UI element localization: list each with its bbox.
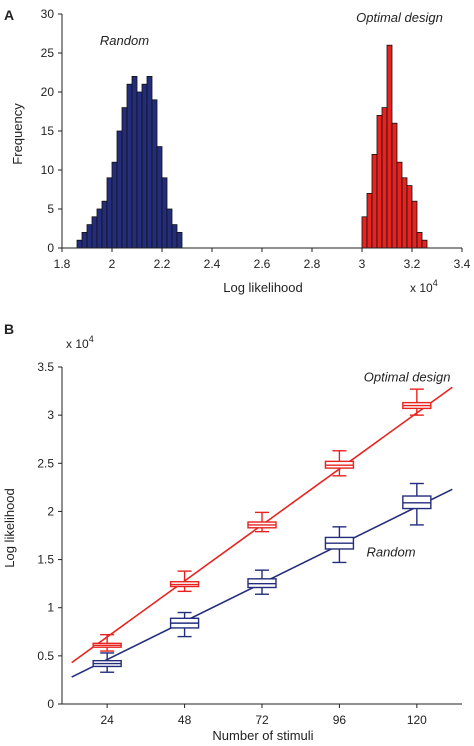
histogram-bar-random <box>81 231 88 249</box>
box-random-24 <box>92 652 122 673</box>
histogram-bar-random <box>91 216 98 249</box>
panel-a-x-multiplier-base: x 10 <box>410 281 433 295</box>
panel-a-y-tick-label: 0 <box>47 241 54 255</box>
panel-a-y-tick-label: 30 <box>41 7 55 21</box>
panel-a-x-tick-label: 2 <box>109 257 116 271</box>
histogram-bar-optimal <box>391 122 398 249</box>
panel-b-annotation: Random <box>366 545 415 560</box>
histogram-bar-random <box>131 76 138 249</box>
panel-b-y-axis-label: Log likelihood <box>2 488 17 568</box>
panel-b-y-tick-label: 3.5 <box>37 360 54 374</box>
histogram-bar-optimal <box>381 107 388 249</box>
panel-b-y-tick-label: 2 <box>47 504 54 518</box>
panel-a-x-axis-label: Log likelihood <box>223 280 303 295</box>
histogram-bar-random <box>126 83 133 249</box>
histogram-bar-random <box>111 161 118 249</box>
histogram-bar-random <box>166 208 173 249</box>
panel-a-x-tick-label: 2.8 <box>304 257 321 271</box>
box-random-48 <box>169 611 200 638</box>
panel-b-label: B <box>4 321 14 337</box>
panel-b-y-multiplier-exponent: 4 <box>89 334 94 344</box>
panel-b-x-tick-label: 72 <box>255 713 269 727</box>
panel-b-y-tick-label: 2.5 <box>37 456 54 470</box>
panel-a-y-tick-label: 15 <box>41 124 55 138</box>
panel-a-histogram: A 1.8 2 2.2 2.4 2.6 2.8 3 3.2 3.4 0 5 10 15 20 25 30 Lo… <box>4 7 471 295</box>
histogram-bar-optimal <box>416 231 423 249</box>
histogram-bar-optimal <box>386 44 393 249</box>
histogram-bar-optimal <box>396 161 403 249</box>
box-random-120 <box>402 482 432 526</box>
panel-b-y-tick-label: 1 <box>47 601 54 615</box>
panel-a-x-tick-label: 3.2 <box>404 257 421 271</box>
panel-b-y-multiplier: x 104 <box>66 334 94 351</box>
panel-a-y-tick-label: 5 <box>47 202 54 216</box>
box-random-96 <box>324 526 355 564</box>
histogram-bar-random <box>151 99 158 249</box>
panel-a-axes: 1.8 2 2.2 2.4 2.6 2.8 3 3.2 3.4 0 5 10 15 20 25 30 <box>41 7 471 271</box>
panel-b-axes: 24 48 72 96 120 0 0.5 1 1.5 2 2.5 3 3.5 <box>37 360 462 727</box>
histogram-bar-random <box>146 76 153 249</box>
histogram-bar-random <box>76 239 83 249</box>
box-optimal-72 <box>247 511 277 533</box>
panel-b-y-tick-label: 1.5 <box>37 553 54 567</box>
box-optimal-96 <box>324 450 355 477</box>
panel-a-annotation: Optimal design <box>356 10 443 25</box>
panel-a-x-multiplier: x 104 <box>410 278 438 295</box>
panel-a-y-tick-label: 25 <box>41 46 55 60</box>
panel-a-x-tick-label: 1.8 <box>54 257 71 271</box>
panel-b-x-tick-label: 120 <box>407 713 427 727</box>
panel-a-annotations: Random Optimal design <box>100 10 443 48</box>
histogram-bar-random <box>156 146 163 249</box>
panel-a-annotation: Random <box>100 33 149 48</box>
histogram-bar-random <box>101 200 108 249</box>
panel-a-x-tick-label: 3 <box>359 257 366 271</box>
panel-b-x-tick-label: 24 <box>100 713 114 727</box>
histogram-bars <box>76 44 428 249</box>
panel-b-boxplot: B 24 48 72 96 120 0 0.5 1 1.5 2 2.5 3 3.5 Number of … <box>2 321 462 743</box>
panel-a-x-tick-label: 2.4 <box>204 257 221 271</box>
panel-a-x-tick-label: 2.6 <box>254 257 271 271</box>
histogram-bar-optimal <box>411 200 418 249</box>
box-plots <box>92 388 432 673</box>
histogram-bar-random <box>86 224 93 249</box>
panel-a-y-tick-label: 10 <box>41 163 55 177</box>
histogram-bar-random <box>106 177 113 249</box>
panel-b-y-tick-label: 0.5 <box>37 649 54 663</box>
box-optimal-120 <box>402 388 432 416</box>
histogram-bar-optimal <box>361 216 368 249</box>
panel-b-y-tick-label: 3 <box>47 408 54 422</box>
panel-a-y-axis-label: Frequency <box>10 103 25 165</box>
histogram-bar-random <box>96 208 103 249</box>
histogram-bar-random <box>176 231 183 249</box>
panel-a-y-tick-label: 20 <box>41 85 55 99</box>
panel-b-y-multiplier-base: x 10 <box>66 337 89 351</box>
histogram-bar-optimal <box>421 239 428 249</box>
panel-b-y-tick-label: 0 <box>47 697 54 711</box>
panel-a-label: A <box>4 7 14 23</box>
histogram-bar-optimal <box>376 115 383 249</box>
panel-a-x-tick-label: 2.2 <box>154 257 171 271</box>
histogram-bar-optimal <box>371 153 378 249</box>
histogram-bar-random <box>171 224 178 249</box>
panel-b-x-tick-label: 48 <box>178 713 192 727</box>
panel-a-x-multiplier-exponent: 4 <box>433 278 438 288</box>
panel-b-x-axis-label: Number of stimuli <box>212 728 313 743</box>
histogram-bar-random <box>161 177 168 249</box>
panel-a-x-tick-label: 3.4 <box>454 257 471 271</box>
box-optimal-48 <box>169 570 200 593</box>
histogram-bar-optimal <box>406 185 413 249</box>
histogram-bar-random <box>121 107 128 249</box>
histogram-bar-random <box>116 130 123 249</box>
panel-b-annotations: Optimal design Random <box>364 369 451 559</box>
histogram-bar-random <box>141 83 148 249</box>
box-optimal-24 <box>92 633 122 652</box>
histogram-bar-optimal <box>401 177 408 249</box>
box-random-72 <box>247 569 277 595</box>
histogram-bar-optimal <box>366 192 373 249</box>
histogram-bar-random <box>136 91 143 249</box>
panel-b-annotation: Optimal design <box>364 369 451 384</box>
panel-b-x-tick-label: 96 <box>333 713 347 727</box>
